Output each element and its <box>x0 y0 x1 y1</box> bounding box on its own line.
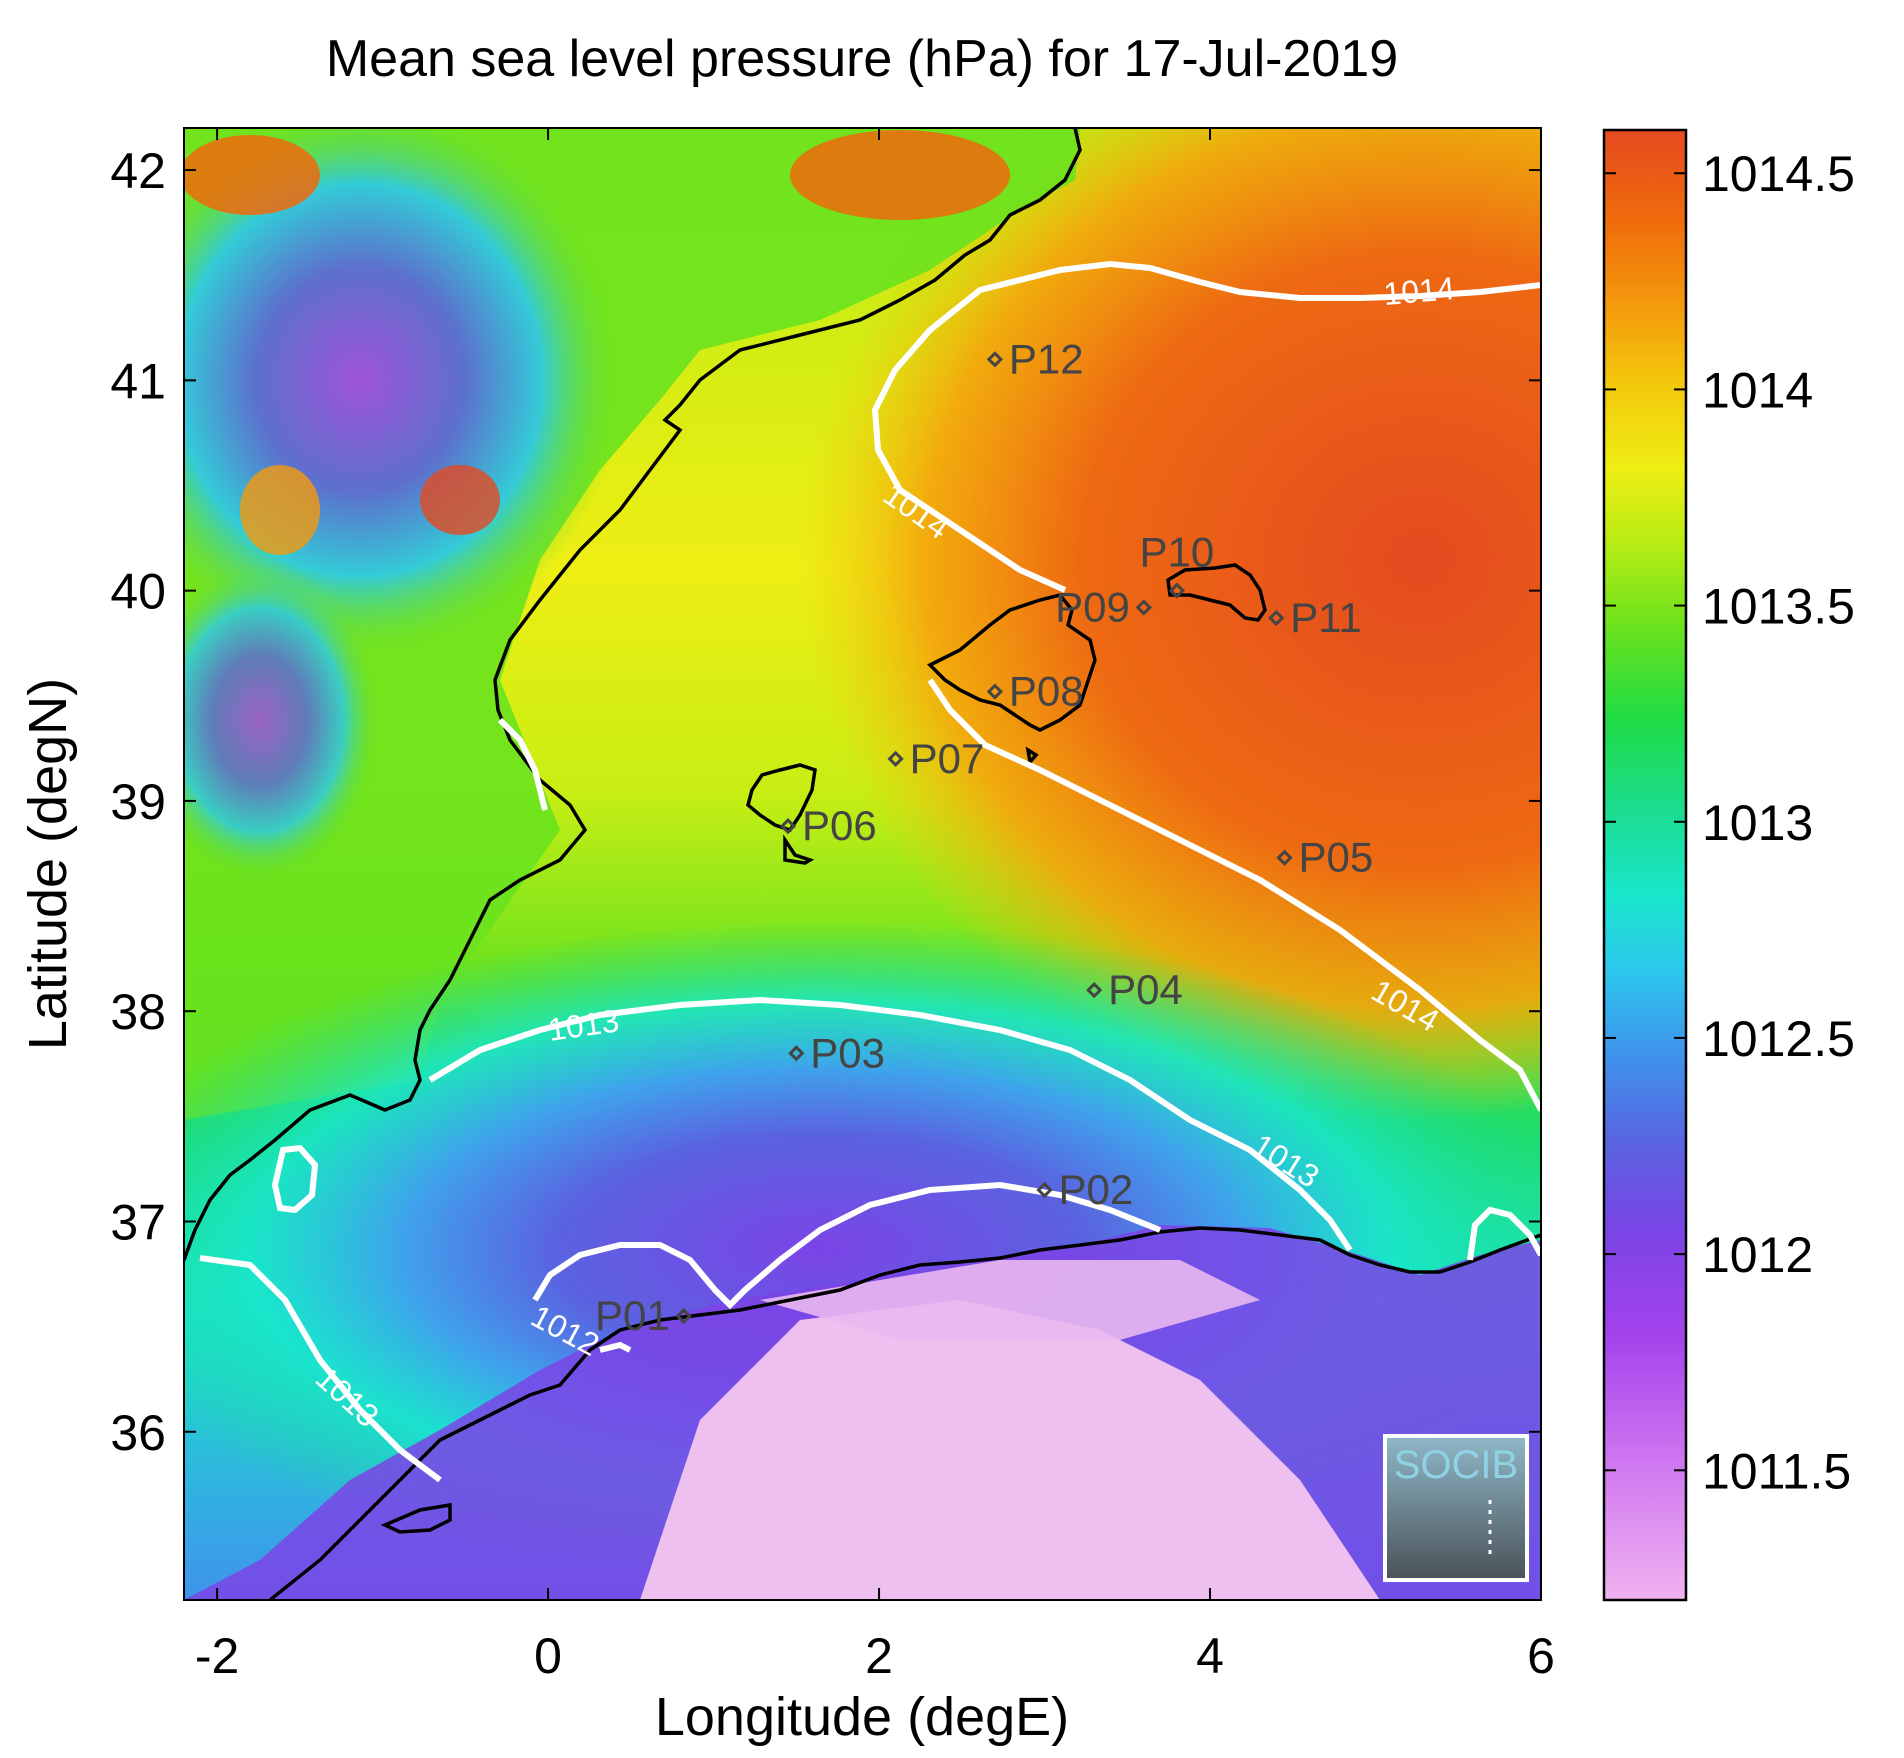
high-pressure-region <box>800 128 1541 1120</box>
y-axis-ticks: 36 37 38 39 40 41 42 <box>110 143 1541 1461</box>
x-tick-label: -2 <box>195 1628 239 1684</box>
station-label: P10 <box>1140 529 1215 576</box>
station-label: P11 <box>1290 594 1362 641</box>
y-tick-label: 37 <box>110 1194 166 1250</box>
cabrera-coastline <box>1025 746 1039 766</box>
station-marker <box>1276 849 1293 866</box>
y-tick-label: 42 <box>110 143 166 199</box>
colorbar-tick-label: 1012.5 <box>1702 1011 1855 1067</box>
colorbar-tick-label: 1013 <box>1702 795 1813 851</box>
highland-patch <box>790 130 1010 220</box>
mallorca-coastline <box>927 593 1097 732</box>
socib-logo-text: SOCIB <box>1394 1443 1518 1487</box>
y-tick-label: 38 <box>110 984 166 1040</box>
colorbar-ticks: 1011.5 1012 1012.5 1013 1013.5 1014 1014.5 <box>1604 146 1855 1499</box>
station-label: P07 <box>910 735 985 782</box>
ibiza-coastline <box>746 763 817 833</box>
isobar-1013-main <box>428 996 1353 1252</box>
isobar-1013-west <box>199 1255 442 1483</box>
colorbar: 1011.5 1012 1012.5 1013 1013.5 1014 1014.5 <box>1602 128 1855 1602</box>
africa-low-patch <box>640 1300 1380 1600</box>
africa-low-patch <box>760 1260 1260 1340</box>
y-tick-label: 40 <box>110 564 166 620</box>
y-axis-label: Latitude (degN) <box>18 678 78 1050</box>
iberia-coastline <box>184 128 1082 1261</box>
station-marker <box>1036 1181 1053 1199</box>
colorbar-gradient <box>1602 128 1688 1602</box>
station-label: P12 <box>1009 335 1084 382</box>
station-marker <box>887 750 904 767</box>
station-marker <box>986 351 1004 368</box>
station-marker <box>1086 982 1103 999</box>
isobar-1013-east <box>1467 1206 1541 1261</box>
isobar-1013-blob <box>271 1144 319 1214</box>
station-label: P05 <box>1298 834 1373 881</box>
formentera-coastline <box>783 834 815 865</box>
station-label: P01 <box>595 1292 670 1339</box>
highland-patch <box>184 135 320 215</box>
isobar-1014-south <box>927 678 1541 1112</box>
y-tick-label: 39 <box>110 774 166 830</box>
station-marker <box>1135 599 1152 616</box>
socib-logo: SOCIB <box>1383 1434 1529 1582</box>
station-label: P08 <box>1009 668 1084 715</box>
station-marker <box>675 1307 692 1325</box>
highland-patch <box>420 465 500 535</box>
menorca-coastline <box>1166 563 1267 622</box>
africa-coastline <box>268 1226 1541 1600</box>
x-tick-label: 6 <box>1527 1628 1555 1684</box>
map-frame <box>183 127 1542 1601</box>
colorbar-tick-label: 1013.5 <box>1702 579 1855 635</box>
map-plot-area: 1014 1014 1014 1013 1013 1013 1012 P01P0… <box>184 128 1541 1600</box>
station-marker <box>986 683 1004 700</box>
station-marker <box>788 1045 805 1062</box>
isobar-1014-north <box>871 260 1541 593</box>
iberia-low-patch <box>184 128 620 660</box>
station-label: P06 <box>802 802 877 849</box>
station-marker <box>1268 609 1285 627</box>
x-tick-label: 0 <box>534 1628 562 1684</box>
station-label: P09 <box>1055 583 1130 630</box>
x-axis-label: Longitude (degE) <box>655 1687 1069 1747</box>
isobar-1014-west <box>497 717 548 811</box>
x-tick-label: 4 <box>1196 1628 1224 1684</box>
colorbar-tick-label: 1014 <box>1702 362 1813 418</box>
station-marker <box>779 818 797 835</box>
alboran-island <box>380 1502 452 1534</box>
x-axis-ticks: -2 0 2 4 6 <box>195 128 1555 1684</box>
x-tick-label: 2 <box>865 1628 893 1684</box>
coastlines <box>184 128 1541 1600</box>
station-label: P04 <box>1108 966 1183 1013</box>
highland-patch <box>240 465 320 555</box>
y-tick-label: 41 <box>110 353 166 409</box>
isobars <box>199 260 1541 1483</box>
y-tick-label: 36 <box>110 1405 166 1461</box>
isobar-label: 1014 <box>1382 270 1456 312</box>
colorbar-tick-label: 1012 <box>1702 1227 1813 1283</box>
chart-title: Mean sea level pressure (hPa) for 17-Jul… <box>326 30 1398 88</box>
iberia-low-patch <box>184 560 380 880</box>
station-label: P02 <box>1059 1166 1134 1213</box>
colorbar-tick-label: 1014.5 <box>1702 146 1855 202</box>
station-label: P03 <box>810 1029 885 1076</box>
isobar-1012 <box>532 1181 1162 1353</box>
station-marker <box>1168 582 1186 599</box>
colorbar-tick-label: 1011.5 <box>1702 1443 1851 1499</box>
